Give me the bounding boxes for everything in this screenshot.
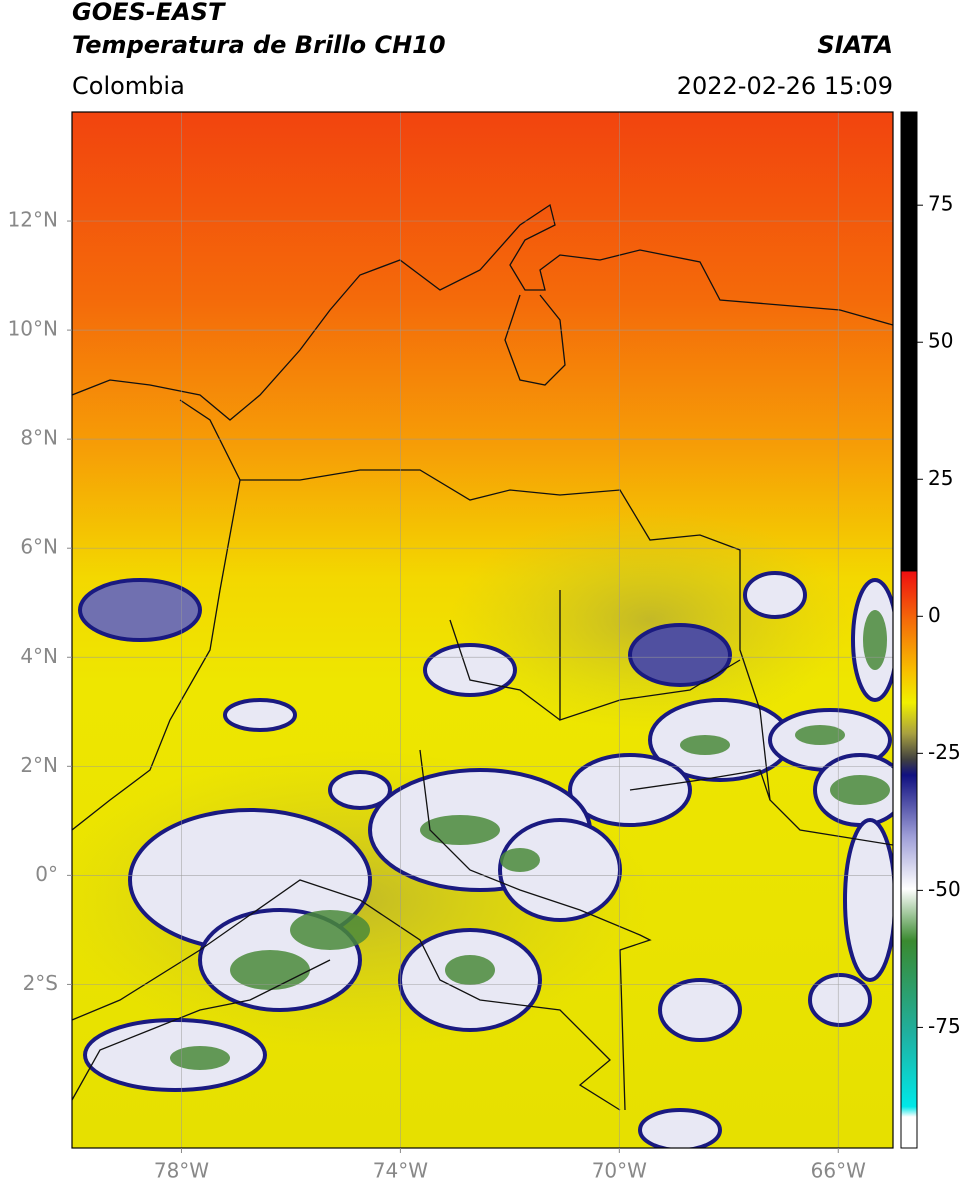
lat-tick-label: 2°N [20, 753, 58, 777]
colorbar [900, 111, 918, 1149]
lat-tick-label: 2°S [23, 971, 58, 995]
source: SIATA [817, 31, 893, 59]
map-image [72, 112, 893, 1148]
lat-tick-label: 4°N [20, 644, 58, 668]
colorbar-tick-label: -50 [928, 877, 961, 901]
lon-tick-label: 74°W [373, 1159, 428, 1183]
subtitle: Temperatura de Brillo CH10 [72, 31, 446, 59]
colorbar-tick-label: 0 [928, 603, 941, 627]
colorbar-tick-label: 25 [928, 466, 953, 490]
lat-tick-label: 8°N [20, 426, 58, 450]
datetime: 2022-02-26 15:09 [677, 72, 893, 100]
graticule [72, 112, 893, 1148]
title: GOES-EAST [72, 0, 226, 26]
colorbar-tick-label: 75 [928, 192, 953, 216]
lon-tick-label: 66°W [811, 1159, 866, 1183]
lat-tick-label: 10°N [8, 317, 58, 341]
lon-tick-label: 70°W [592, 1159, 647, 1183]
map-frame [71, 111, 894, 1149]
colorbar-tick-label: -75 [928, 1014, 961, 1038]
colorbar-tick-label: 50 [928, 329, 953, 353]
lon-tick-label: 78°W [154, 1159, 209, 1183]
lat-tick-label: 12°N [8, 208, 58, 232]
lat-tick-label: 6°N [20, 535, 58, 559]
lat-tick-label: 0° [35, 862, 58, 886]
region: Colombia [72, 72, 185, 100]
colorbar-tick-label: -25 [928, 740, 961, 764]
